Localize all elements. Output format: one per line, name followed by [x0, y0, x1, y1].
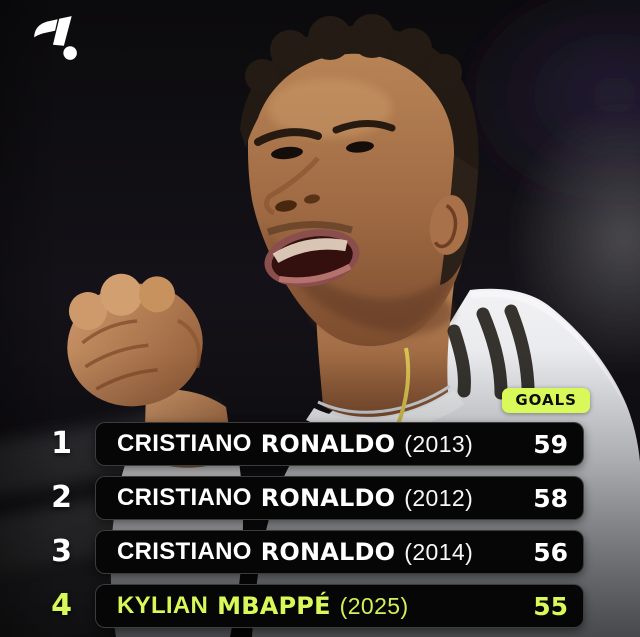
- player-last-name: MBAPPÉ: [217, 592, 331, 620]
- onefootball-logo: [28, 15, 80, 62]
- ranking-row: 1 CRISTIANO RONALDO (2013) 59: [0, 422, 640, 466]
- player-head: [240, 14, 479, 347]
- player-first-name: CRISTIANO: [117, 538, 252, 565]
- player-pill: KYLIAN MBAPPÉ (2025) 55: [95, 584, 584, 628]
- player-first-name: KYLIAN: [117, 592, 209, 619]
- rank-number: 1: [51, 426, 72, 461]
- ranking-row: 2 CRISTIANO RONALDO (2012) 58: [0, 476, 640, 520]
- player-last-name: RONALDO: [260, 538, 396, 566]
- goals-value: 55: [533, 591, 568, 621]
- player-pill: CRISTIANO RONALDO (2012) 58: [95, 476, 584, 520]
- goals-value: 58: [533, 483, 568, 513]
- rank-number: 3: [51, 534, 72, 569]
- ranking-row: 3 CRISTIANO RONALDO (2014) 56: [0, 530, 640, 574]
- player-first-name: CRISTIANO: [117, 484, 252, 511]
- player-last-name: RONALDO: [260, 430, 396, 458]
- player-pill: CRISTIANO RONALDO (2013) 59: [95, 422, 584, 466]
- goals-badge: GOALS: [502, 388, 590, 413]
- season-year: (2013): [404, 430, 474, 457]
- ranking-row: 4 KYLIAN MBAPPÉ (2025) 55: [0, 584, 640, 628]
- rank-number: 2: [51, 480, 72, 515]
- player-pill: CRISTIANO RONALDO (2014) 56: [95, 530, 584, 574]
- onefootball-one-icon: [34, 16, 77, 60]
- ranking-list: 1 CRISTIANO RONALDO (2013) 59 2 CRISTIAN…: [0, 422, 640, 628]
- season-year: (2014): [404, 538, 474, 565]
- season-year: (2025): [339, 592, 409, 619]
- player-last-name: RONALDO: [260, 484, 396, 512]
- player-first-name: CRISTIANO: [117, 430, 252, 457]
- open-mouth: [264, 229, 360, 287]
- goals-value: 56: [533, 537, 568, 567]
- hair-curls: [245, 14, 462, 93]
- goals-value: 59: [533, 429, 568, 459]
- rank-number: 4: [51, 588, 72, 623]
- season-year: (2012): [404, 484, 474, 511]
